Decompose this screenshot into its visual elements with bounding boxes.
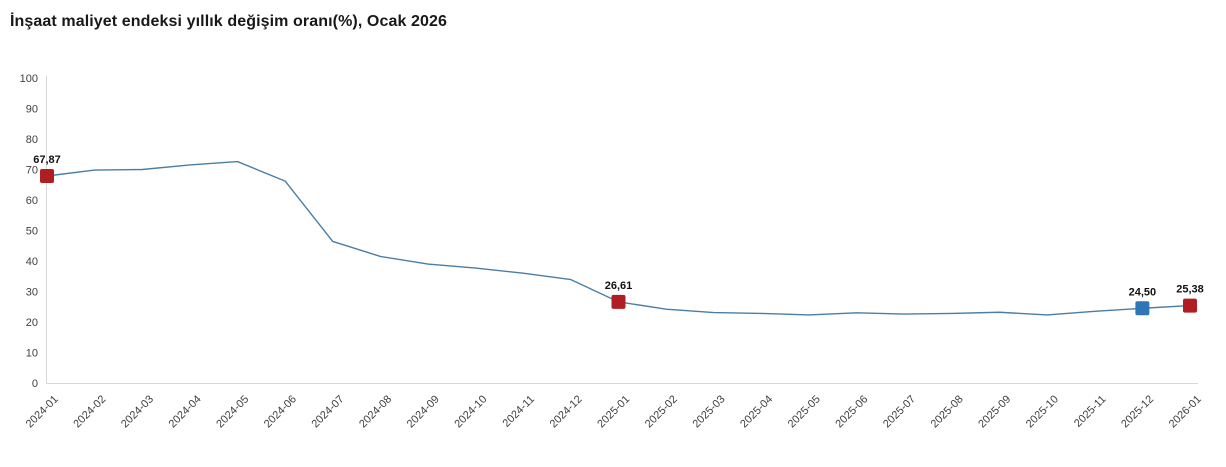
y-tick-label: 70 xyxy=(26,165,38,177)
x-tick-label: 2024-05 xyxy=(214,393,251,430)
x-tick-label: 2025-05 xyxy=(786,393,823,430)
x-tick-label: 2024-06 xyxy=(262,393,299,430)
x-tick-label: 2025-04 xyxy=(738,393,775,430)
x-tick-label: 2025-08 xyxy=(929,393,966,430)
data-point-label-2026-01: 25,38 xyxy=(1176,284,1204,296)
x-tick-label: 2025-03 xyxy=(690,393,727,430)
y-tick-label: 50 xyxy=(26,226,38,238)
x-tick-label: 2024-02 xyxy=(71,393,108,430)
x-tick-label: 2025-07 xyxy=(881,393,918,430)
axes xyxy=(46,76,1198,384)
x-tick-label: 2025-10 xyxy=(1024,393,1061,430)
x-tick-label: 2024-07 xyxy=(309,393,346,430)
data-point-marker-2025-01[interactable] xyxy=(611,294,626,309)
data-point-marker-2024-01[interactable] xyxy=(40,168,54,183)
x-tick-label: 2025-02 xyxy=(643,393,680,430)
x-tick-label: 2024-01 xyxy=(24,393,61,430)
x-tick-label: 2026-01 xyxy=(1167,393,1204,430)
x-tick-label: 2024-11 xyxy=(501,393,537,429)
x-tick-label: 2025-06 xyxy=(833,393,870,430)
x-tick-label: 2024-10 xyxy=(452,393,489,430)
y-tick-label: 60 xyxy=(26,195,38,207)
series-line xyxy=(46,160,1191,316)
x-axis-labels: 2024-01 2024-02 2024-03 2024-04 2024-05 2024-… xyxy=(24,393,1204,430)
y-tick-label: 30 xyxy=(26,287,38,299)
data-point-marker-2026-01[interactable] xyxy=(1183,298,1197,313)
y-tick-label: 100 xyxy=(20,73,38,85)
x-tick-label: 2024-12 xyxy=(548,393,585,430)
y-axis-labels: 0 10 20 30 40 50 60 70 80 90 100 xyxy=(20,73,38,390)
x-tick-label: 2024-08 xyxy=(357,393,394,430)
x-tick-label: 2024-09 xyxy=(405,393,442,430)
marked-points: 67,87 26,61 24,50 25,38 xyxy=(33,154,1204,316)
x-tick-label: 2025-09 xyxy=(976,393,1013,430)
y-tick-label: 10 xyxy=(26,348,38,360)
data-point-label-2024-01: 67,87 xyxy=(33,154,61,166)
x-tick-label: 2025-12 xyxy=(1119,393,1156,430)
y-tick-label: 80 xyxy=(26,134,38,146)
x-tick-label: 2025-01 xyxy=(595,393,632,430)
x-tick-label: 2024-04 xyxy=(167,393,204,430)
y-tick-label: 40 xyxy=(26,256,38,268)
y-tick-label: 0 xyxy=(32,378,38,390)
data-point-label-2025-12: 24,50 xyxy=(1129,286,1157,298)
data-point-label-2025-01: 26,61 xyxy=(605,280,633,292)
data-point-marker-2025-12[interactable] xyxy=(1135,301,1150,316)
chart-title: İnşaat maliyet endeksi yıllık değişim or… xyxy=(10,13,448,30)
y-tick-label: 20 xyxy=(26,317,38,329)
x-tick-label: 2024-03 xyxy=(119,393,156,430)
y-tick-label: 90 xyxy=(26,104,38,116)
x-tick-label: 2025-11 xyxy=(1072,393,1108,429)
